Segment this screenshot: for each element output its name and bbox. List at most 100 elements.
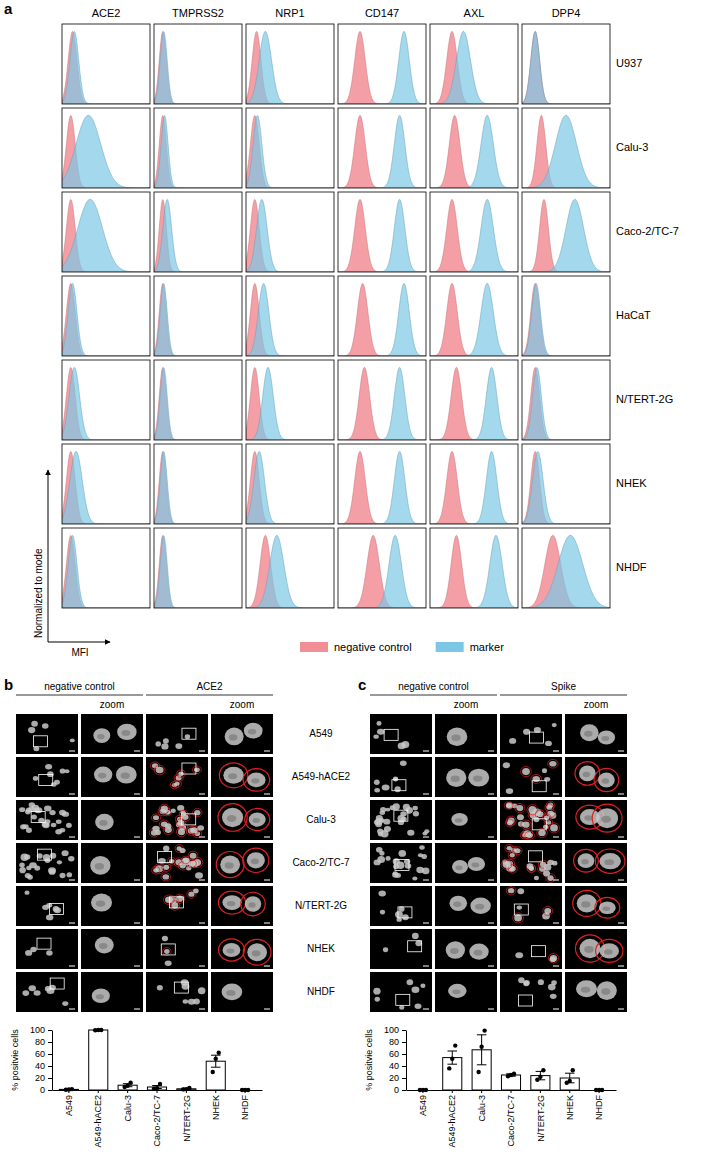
nucleus: [382, 785, 390, 791]
tick: 20: [35, 1073, 52, 1083]
histogram-cell: [338, 24, 426, 104]
nucleus: [379, 818, 385, 822]
tick-mark: [245, 1090, 246, 1093]
nucleus: [66, 872, 72, 877]
plot-frame: [430, 192, 518, 272]
zoom-box: [532, 819, 546, 830]
panel-label: c: [358, 676, 366, 693]
tick-mark: [48, 1030, 52, 1031]
nucleus: [598, 772, 615, 787]
micrograph: [500, 800, 562, 840]
image-background: [500, 714, 562, 754]
micrograph: [81, 972, 143, 1012]
scale-bar: [199, 880, 205, 881]
tick-mark: [48, 1042, 52, 1043]
stain: [151, 814, 160, 822]
histogram-curve: [522, 31, 610, 104]
marks: [246, 31, 334, 104]
nucleus-detail: [252, 950, 261, 956]
nucleus: [43, 854, 50, 861]
nucleus: [33, 776, 38, 781]
nucleus: [374, 788, 380, 792]
stain: [219, 939, 245, 961]
micrograph: [146, 800, 208, 840]
error-cap: [477, 1034, 487, 1035]
axis-arrow: [48, 470, 49, 642]
row-label: N/TERT-2G: [616, 393, 673, 405]
histogram-cell: [246, 444, 334, 524]
tick-label: A549: [418, 1095, 428, 1116]
zoom-box: [38, 849, 52, 860]
nucleus: [599, 853, 621, 869]
zoom-box: [182, 763, 196, 774]
histogram-curve: [154, 284, 242, 356]
marks: [338, 199, 426, 272]
scale-bar: [199, 1009, 205, 1010]
micrograph: [565, 929, 627, 969]
histogram-cell: [246, 528, 334, 608]
histogram-curve: [246, 199, 334, 272]
scale-bar: [264, 880, 270, 881]
scale-bar: [199, 751, 205, 752]
histogram-curve: [154, 32, 242, 104]
error-cap: [565, 1073, 575, 1074]
image-background: [435, 929, 497, 969]
marks: [522, 535, 610, 608]
nucleus: [117, 724, 137, 740]
histogram-curve: [522, 535, 610, 608]
scale-bar: [423, 1009, 429, 1010]
nucleus: [153, 815, 159, 820]
tick: 100: [384, 1025, 406, 1035]
zoom-box: [396, 994, 410, 1005]
row-label: A549-hACE2: [292, 771, 351, 782]
histogram-curve: [522, 115, 610, 188]
histogram-cell: [430, 192, 518, 272]
zoom-head: zoom: [230, 699, 254, 710]
histogram-curve: [430, 115, 518, 188]
micrograph: [370, 929, 432, 969]
nucleus: [550, 994, 557, 999]
histogram-cell: [62, 192, 150, 272]
histogram-curve: [338, 31, 426, 104]
histogram-curve: [522, 367, 610, 440]
tick-label: 80: [389, 1037, 399, 1047]
plot-frame: [62, 444, 150, 524]
nucleus: [448, 984, 467, 998]
zoom-box: [31, 811, 45, 822]
histogram-cell: [522, 276, 610, 356]
image-background: [500, 929, 562, 969]
nucleus: [510, 866, 516, 872]
legend-label: negative control: [334, 641, 412, 653]
panel-label: b: [4, 676, 13, 693]
marks: [62, 367, 150, 440]
nucleus: [116, 766, 137, 784]
scale-bar: [618, 751, 624, 752]
micrograph: [565, 714, 627, 754]
image-background: [565, 714, 627, 754]
nucleus: [25, 873, 31, 878]
marks: [62, 31, 150, 104]
image-background: [16, 843, 78, 883]
zoom-box: [39, 774, 53, 785]
nucleus: [155, 830, 161, 835]
bar: [560, 1078, 579, 1090]
scale-bar: [488, 966, 494, 967]
nucleus-detail: [455, 818, 462, 823]
histogram-curve: [246, 115, 334, 188]
nucleus: [516, 805, 523, 811]
bar: [531, 1076, 550, 1090]
nucleus: [183, 999, 188, 1003]
plot-frame: [246, 24, 334, 104]
row-label: NHDF: [307, 986, 335, 997]
histogram-curve: [62, 199, 150, 272]
nucleus: [375, 822, 382, 827]
nucleus: [383, 947, 388, 952]
nucleus-detail: [226, 949, 234, 954]
image-background: [81, 843, 143, 883]
axis-line: [406, 1031, 407, 1091]
marks: [154, 116, 242, 188]
image-background: [500, 886, 562, 926]
nucleus: [503, 862, 511, 868]
histogram-cell: [430, 528, 518, 608]
micrograph: [370, 714, 432, 754]
